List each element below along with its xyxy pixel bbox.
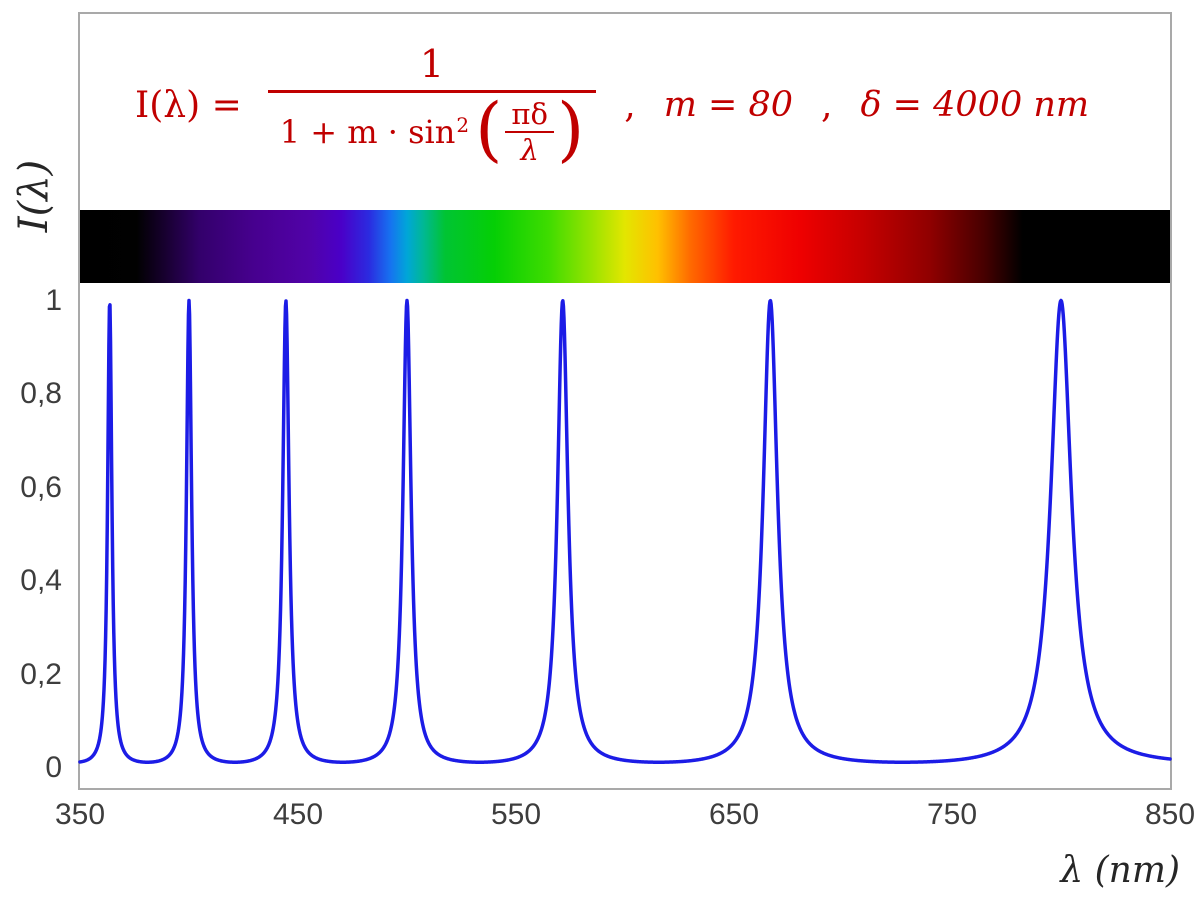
y-axis-title: I(λ) (11, 159, 57, 233)
x-tick-label: 350 (54, 798, 106, 831)
sin-exponent: 2 (456, 113, 470, 138)
formula-lhs: I(λ) = (135, 84, 242, 126)
open-paren: ( (475, 87, 503, 170)
y-tick-label: 0,8 (20, 377, 62, 410)
y-tick-label: 0,2 (20, 657, 62, 691)
x-axis-title: λ (nm) (1060, 850, 1180, 891)
x-tick-label: 850 (1144, 798, 1196, 831)
visible-spectrum-bar (80, 210, 1170, 283)
formula: I(λ) = 1 1 + m · sin 2 ( πδ λ ) , m = 80 … (135, 30, 1089, 180)
intensity-curve-path (78, 298, 1172, 764)
separator-comma: , (821, 84, 833, 126)
x-tick-label: 750 (926, 798, 978, 831)
x-tick-label: 650 (708, 798, 760, 831)
separator-comma: , (624, 84, 636, 126)
inner-denominator: λ (520, 133, 539, 168)
y-tick-label: 0,4 (20, 564, 62, 597)
formula-denominator: 1 + m · sin 2 ( πδ λ ) (268, 93, 597, 166)
x-tick-label: 450 (272, 798, 324, 831)
plot-frame (78, 12, 1172, 790)
x-axis-ticks: 350 450 550 650 750 850 (0, 798, 1200, 838)
x-tick-label: 550 (490, 798, 542, 831)
param-delta: δ = 4000 nm (860, 85, 1090, 125)
inner-fraction: πδ λ (505, 99, 554, 166)
inner-numerator: πδ (511, 96, 548, 131)
y-axis-ticks: 1 0,8 0,6 0,4 0,2 0 (0, 0, 64, 924)
fraction-bar (267, 89, 597, 93)
y-tick-label: 0,6 (20, 470, 62, 504)
param-m: m = 80 (663, 85, 794, 125)
y-tick-label: 0 (45, 751, 62, 784)
inner-fraction-bar (505, 131, 554, 134)
formula-fraction: 1 1 + m · sin 2 ( πδ λ ) (267, 42, 597, 166)
intensity-curve (78, 298, 1172, 764)
close-paren: ) (556, 87, 585, 170)
formula-numerator: 1 (419, 42, 445, 87)
denominator-text: 1 + m · sin (279, 113, 456, 152)
y-tick-label: 1 (45, 283, 62, 317)
